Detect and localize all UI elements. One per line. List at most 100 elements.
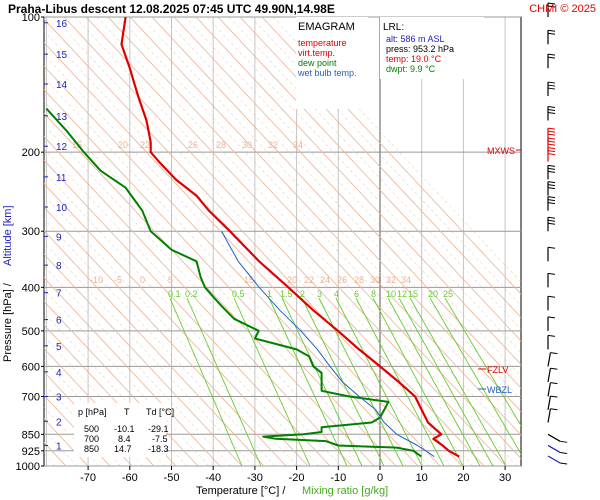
- moist-adiabat-line: [44, 336, 166, 466]
- lrl-temp: temp: 19.0 °C: [386, 54, 442, 64]
- adiabat-label-mid: 30: [370, 275, 380, 285]
- mixing-ratio-line: [409, 297, 507, 466]
- wind-barb-feather: [550, 395, 558, 398]
- wind-barb-feather: [547, 140, 556, 143]
- moist-adiabat-line: [140, 17, 521, 424]
- wind-barb-feather: [547, 167, 556, 170]
- wbzl-label: WBZL: [487, 385, 512, 395]
- legend-wet-bulb: wet bulb temp.: [297, 68, 357, 78]
- fzlv-label: FZLV: [487, 365, 508, 375]
- wind-barb-feather: [547, 105, 556, 108]
- lrl-press: press: 953.2 hPa: [386, 44, 454, 54]
- wind-barb: [547, 272, 556, 288]
- mixing-ratio-label: 10: [386, 289, 396, 299]
- mixing-ratio-label: 25: [443, 289, 453, 299]
- wind-barb-feather: [547, 184, 556, 187]
- wind-barb-staff: [547, 368, 552, 383]
- dry-adiabat-line: [44, 206, 287, 466]
- wind-barb: [547, 444, 568, 454]
- altitude-tick-label: 6: [56, 316, 62, 327]
- moist-adiabat-line: [44, 195, 298, 466]
- moist-adiabat-line: [118, 17, 521, 448]
- wind-barb-feather: [547, 187, 556, 190]
- wind-barb-feather: [547, 81, 556, 84]
- dry-adiabat-line: [107, 17, 521, 460]
- wind-barb: [547, 352, 558, 367]
- adiabat-label-mid: 26: [337, 275, 347, 285]
- moist-adiabat-line: [44, 171, 320, 466]
- wind-barb-feather: [547, 130, 556, 133]
- wind-barb-feather: [547, 133, 556, 136]
- temp-tick-label: -20: [289, 472, 305, 484]
- adiabat-label-top: 30: [242, 140, 252, 150]
- temp-tick-label: -10: [330, 472, 346, 484]
- wind-barb-feather: [550, 367, 558, 370]
- wind-barb: [547, 147, 556, 162]
- dry-adiabat-line: [44, 65, 419, 466]
- adiabat-label-top: 26: [188, 140, 198, 150]
- wind-barbs: [547, 2, 568, 465]
- altitude-tick-label: 16: [56, 19, 68, 30]
- pressure-tick-label: 300: [22, 226, 40, 238]
- wind-barb-feather: [547, 295, 556, 298]
- legend-virt-temp: virt.temp.: [298, 48, 335, 58]
- table-row-500-p: 500: [84, 424, 99, 434]
- mixing-ratio-label: 8: [371, 289, 376, 299]
- wind-barb-feather: [547, 53, 556, 56]
- altitude-tick-label: 14: [56, 80, 68, 91]
- adiabat-label-top: 34: [293, 140, 303, 150]
- wind-barb: [547, 382, 558, 397]
- credit-text: CHMI © 2025: [529, 3, 596, 15]
- legend-temperature: temperature: [298, 38, 347, 48]
- altitude-tick-label: 8: [56, 261, 62, 272]
- altitude-tick-label: 2: [56, 417, 62, 428]
- mixing-ratio-label: 12: [397, 289, 407, 299]
- mixing-ratio-label: 0.2: [185, 289, 198, 299]
- dry-adiabat-line: [129, 17, 521, 436]
- dry-adiabat-line: [44, 112, 375, 466]
- dry-adiabat-line: [44, 347, 155, 466]
- altitude-tick-label: 12: [56, 142, 68, 153]
- mixing-ratio-line: [335, 297, 423, 466]
- moist-adiabat-line: [44, 289, 210, 466]
- adiabat-label-mid: 0: [140, 275, 145, 285]
- wind-barb-feather: [547, 150, 556, 153]
- wind-barb-feather: [547, 181, 556, 184]
- dry-adiabat-line: [44, 324, 177, 466]
- dry-adiabat-line: [44, 371, 133, 466]
- moist-adiabat-line: [44, 218, 276, 466]
- wind-barb-feather: [547, 84, 556, 87]
- x-axis-label-mixing-ratio: Mixing ratio [g/kg]: [302, 485, 388, 497]
- table-row-850-t: 14.7: [114, 444, 132, 454]
- adiabat-label-top: 20: [118, 140, 128, 150]
- moist-adiabat-line: [52, 17, 474, 466]
- wind-barb-feather: [547, 32, 556, 35]
- wind-barb-feather: [547, 164, 556, 167]
- wind-barb: [547, 334, 556, 350]
- temp-tick-label: -40: [205, 472, 221, 484]
- mixing-ratio-label: 20: [428, 289, 438, 299]
- wind-barb: [547, 105, 556, 121]
- altitude-tick-label: 5: [56, 342, 62, 353]
- table-row-850-td: -18.3: [148, 444, 169, 454]
- altitude-tick-label: 4: [56, 368, 62, 379]
- wind-barb-staff: [547, 382, 552, 397]
- temp-tick-label: -30: [247, 472, 263, 484]
- wind-barb-feather: [550, 408, 558, 411]
- dry-adiabat-line: [44, 230, 265, 466]
- dry-adiabat-line: [44, 18, 463, 466]
- wind-barb: [547, 127, 556, 143]
- wind-barb-feather: [547, 2, 556, 5]
- adiabat-label-mid: 22: [304, 275, 314, 285]
- lrl-heading: LRL:: [383, 22, 404, 33]
- wind-barb-feather: [547, 216, 556, 219]
- wind-barb: [547, 196, 556, 211]
- altitude-tick-label: 15: [56, 50, 68, 61]
- wind-barb-feather: [547, 334, 556, 337]
- wind-barb-staff: [547, 433, 561, 442]
- wind-barb: [547, 408, 558, 423]
- wind-barb: [547, 164, 556, 180]
- temp-tick-label: 20: [457, 472, 469, 484]
- wind-barb-feather: [547, 56, 556, 59]
